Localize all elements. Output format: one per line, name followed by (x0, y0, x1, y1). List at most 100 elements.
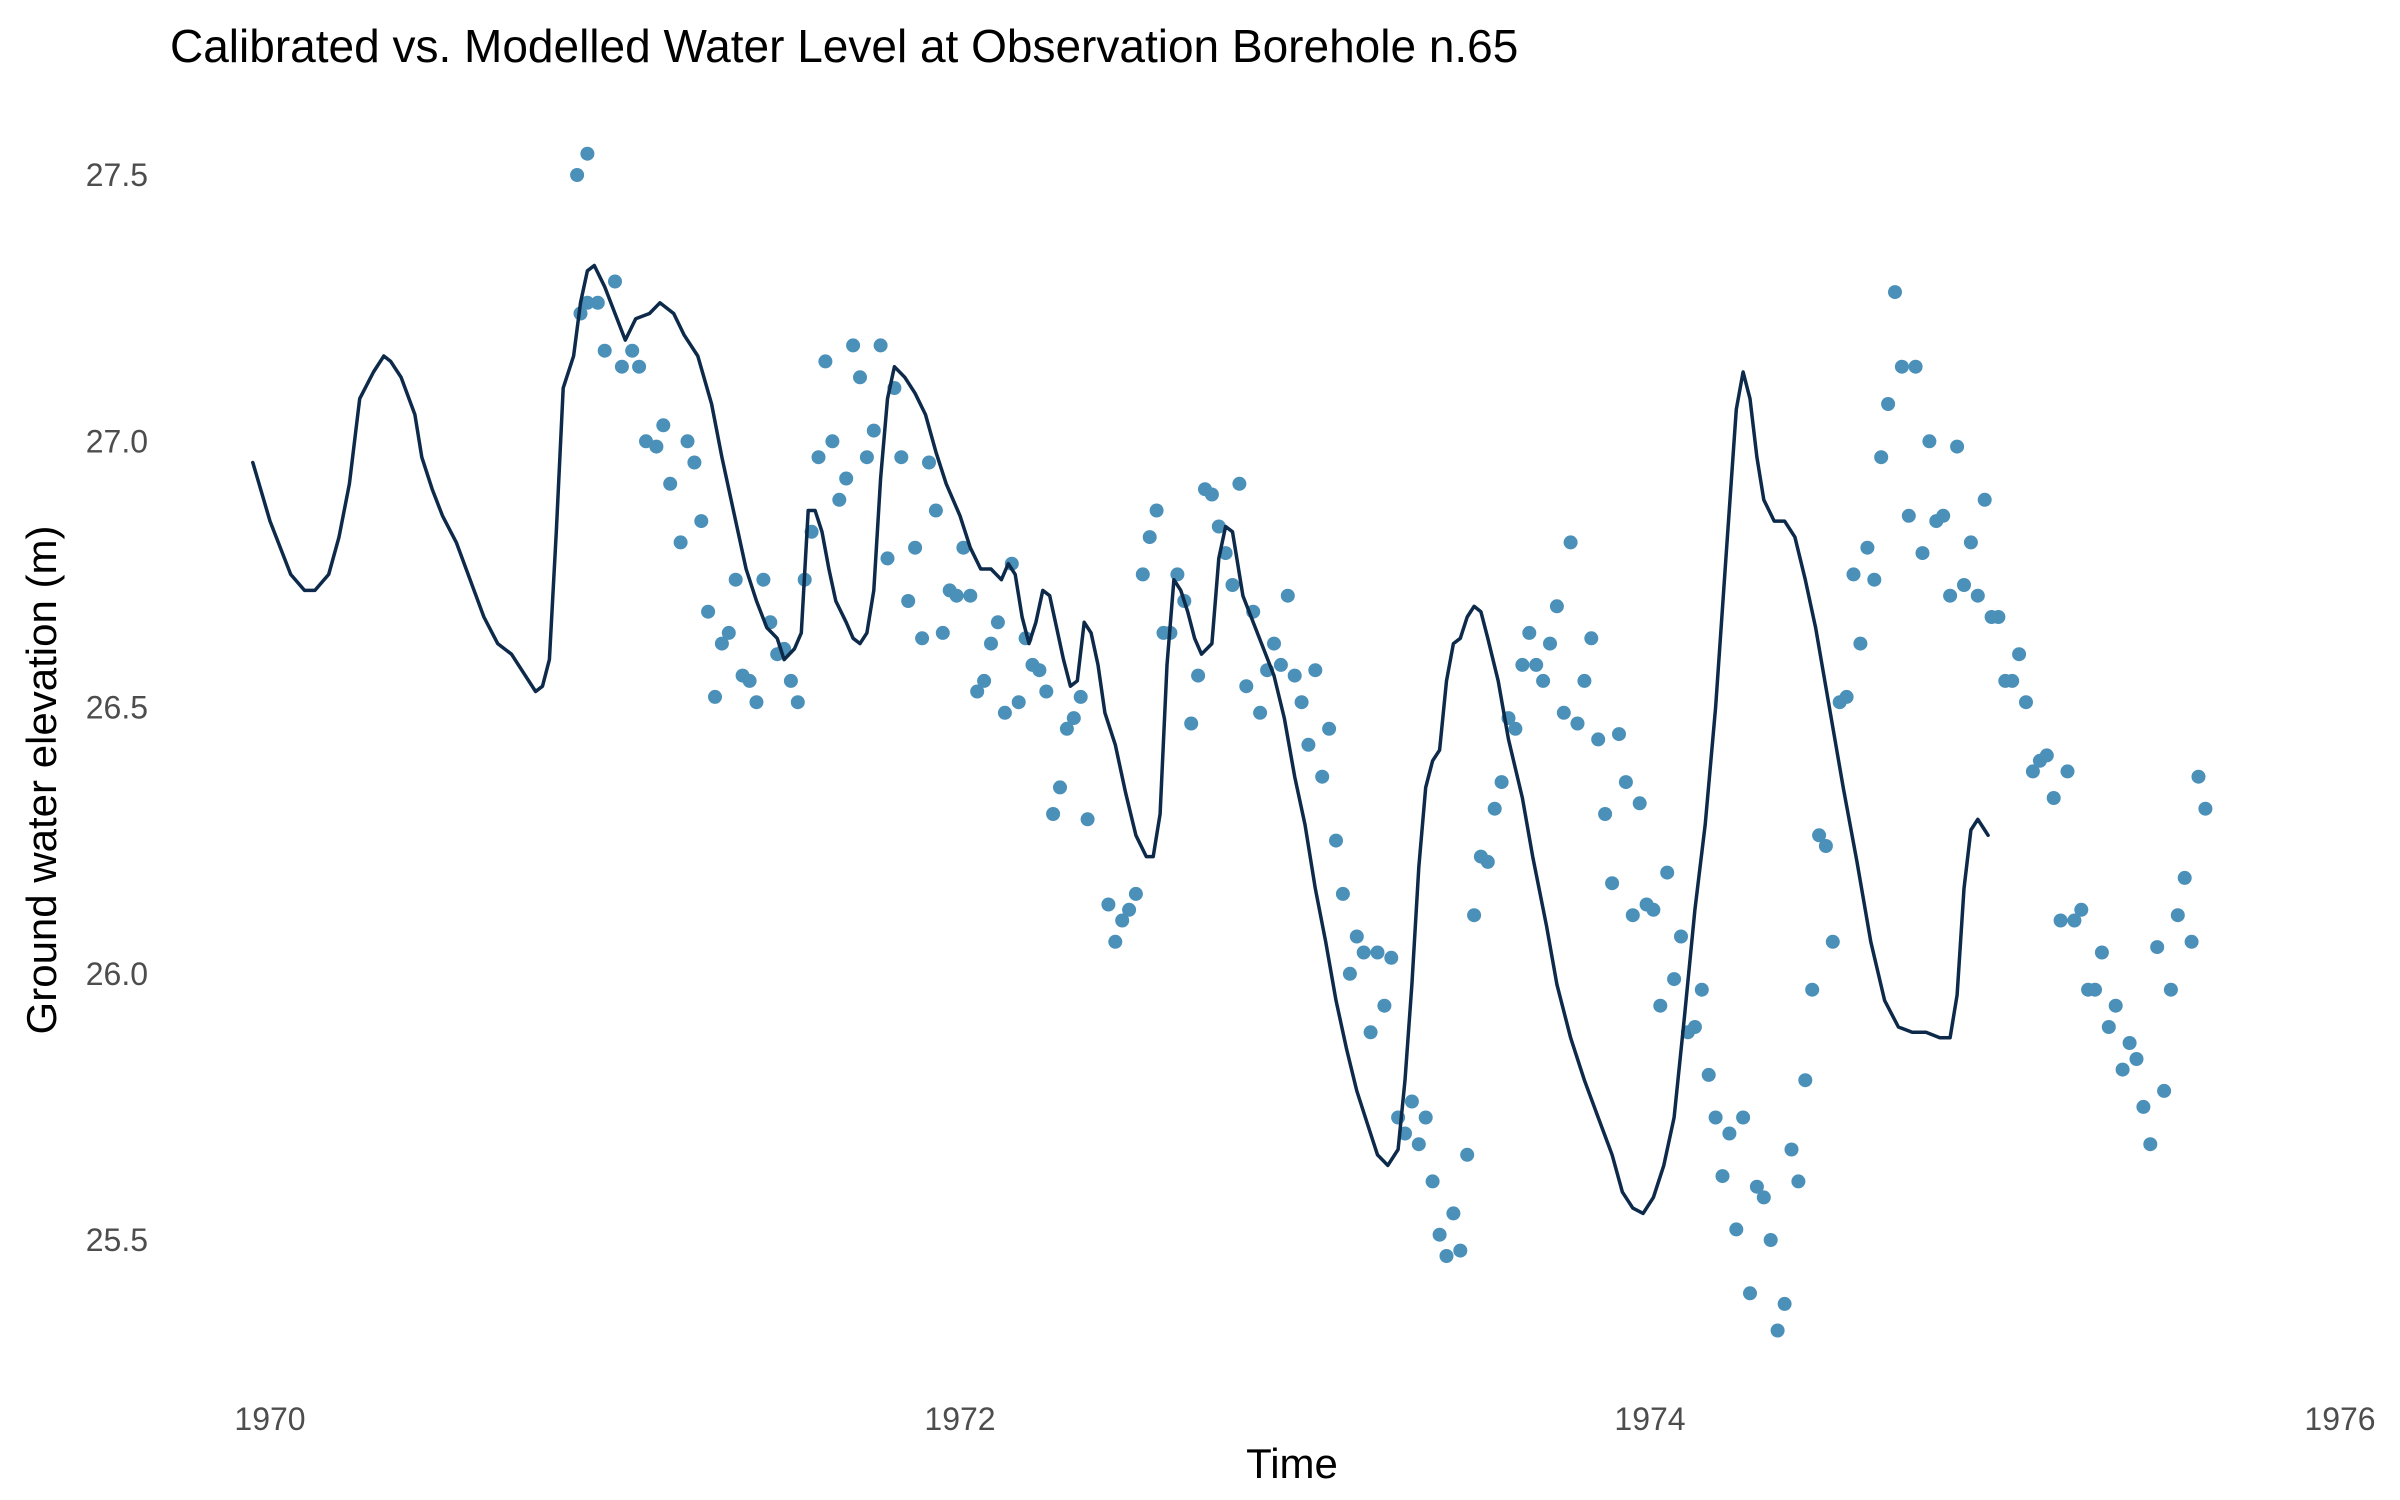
observed-point (1618, 775, 1633, 790)
observed-point (597, 343, 612, 358)
observed-point (1377, 998, 1392, 1013)
observed-point (614, 359, 629, 374)
observed-point (2157, 1083, 2172, 1098)
observed-point (1605, 876, 1620, 891)
observed-point (1529, 657, 1544, 672)
observed-point (1384, 950, 1399, 965)
observed-point (1273, 657, 1288, 672)
observed-point (1853, 636, 1868, 651)
observed-point (1687, 1020, 1702, 1034)
observed-point (1770, 1323, 1785, 1338)
observed-point (1356, 945, 1371, 960)
observed-point (1363, 1025, 1378, 1040)
observed-point (1584, 631, 1599, 646)
observed-point (866, 423, 881, 438)
observed-point (2053, 913, 2068, 928)
observed-point (1915, 546, 1930, 561)
observed-point (1073, 689, 1088, 704)
observed-point (1467, 908, 1482, 923)
observed-point (1839, 689, 1854, 704)
observed-point (790, 695, 805, 710)
observed-point (1570, 716, 1585, 731)
observed-point (1784, 1142, 1799, 1157)
observed-point (1674, 929, 1688, 944)
observed-point (1888, 285, 1902, 300)
observed-point (649, 439, 664, 454)
observed-point (2170, 908, 2185, 923)
y-tick-label: 27.5 (86, 157, 148, 193)
x-axis-label: Time (1246, 1440, 1338, 1487)
observed-point (656, 418, 671, 433)
y-tick-label: 27.0 (86, 423, 148, 459)
chart-title: Calibrated vs. Modelled Water Level at O… (170, 20, 1518, 72)
observed-point (2122, 1036, 2137, 1050)
observed-point (1867, 572, 1882, 587)
observed-point (1736, 1110, 1751, 1125)
observed-point (894, 450, 909, 465)
x-tick-label: 1970 (234, 1401, 305, 1437)
observed-point (1556, 705, 1571, 720)
observed-point (1950, 439, 1965, 454)
observed-point (1280, 588, 1295, 603)
observed-point (1708, 1110, 1723, 1125)
observed-point (721, 625, 736, 640)
observed-point (1342, 966, 1357, 981)
plot-area (251, 146, 2213, 1338)
observed-point (1577, 673, 1592, 688)
observed-point (2163, 982, 2178, 997)
observed-point (2115, 1062, 2130, 1077)
observed-point (1943, 588, 1958, 603)
observed-point (922, 455, 936, 470)
observed-point (1453, 1243, 1468, 1258)
observed-point (839, 471, 854, 486)
observed-point (1846, 567, 1861, 582)
observed-point (2012, 647, 2027, 662)
observed-point (1536, 673, 1551, 688)
observed-point (1225, 578, 1240, 592)
observed-point (639, 434, 653, 449)
observed-point (853, 370, 867, 385)
observed-point (1170, 567, 1185, 582)
observed-point (1232, 476, 1247, 491)
observed-point (1749, 1179, 1764, 1194)
observed-point (1135, 567, 1150, 582)
observed-point (1625, 908, 1640, 923)
observed-point (832, 492, 847, 507)
observed-point (908, 540, 923, 555)
observed-point (915, 631, 930, 646)
observed-point (2067, 913, 2082, 928)
observed-point (1874, 450, 1889, 465)
y-axis-ticks: 25.5 26.0 26.5 27.0 27.5 (86, 157, 148, 1258)
observed-point (742, 673, 757, 688)
observed-point (928, 503, 943, 518)
observed-point (580, 295, 595, 310)
observed-point (1204, 487, 1219, 502)
observed-point (1508, 721, 1523, 736)
observed-point (1660, 865, 1675, 880)
observed-point (859, 450, 874, 465)
observed-point (935, 625, 950, 640)
observed-point (1722, 1126, 1737, 1141)
observed-point (1632, 796, 1647, 811)
observed-point (749, 695, 764, 710)
observed-point (1991, 610, 2006, 624)
observed-point (1756, 1190, 1771, 1205)
observed-point (1308, 663, 1323, 678)
observed-point (1418, 1110, 1433, 1125)
observed-point (1404, 1094, 1419, 1109)
observed-point (708, 689, 722, 704)
observed-point (1480, 854, 1495, 869)
observed-point (2150, 940, 2165, 955)
observed-point (1894, 359, 1909, 374)
observed-point (2046, 791, 2061, 805)
observed-point (811, 450, 826, 465)
observed-point (580, 146, 595, 161)
observed-point (2108, 998, 2123, 1013)
observed-point (963, 588, 978, 603)
observed-point (1370, 945, 1385, 960)
observed-point (1184, 716, 1199, 731)
observed-point (1322, 721, 1337, 736)
observed-point (694, 514, 709, 529)
observed-point (1729, 1222, 1744, 1237)
observed-point (1115, 913, 1130, 928)
